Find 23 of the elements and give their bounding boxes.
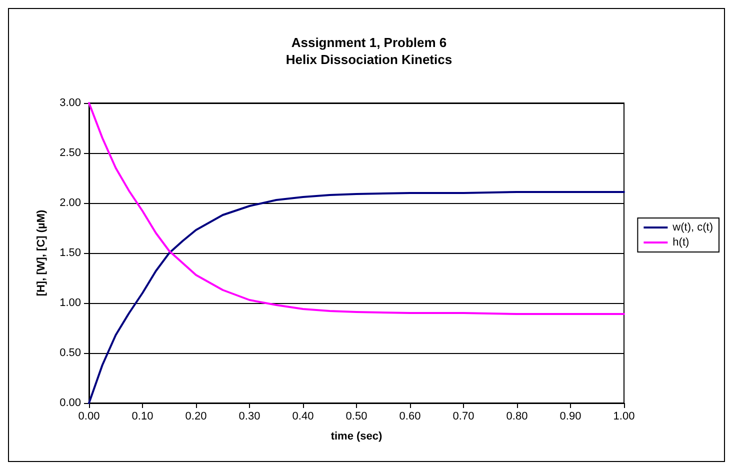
chart-title: Assignment 1, Problem 6 Helix Dissociation Kinetics: [286, 35, 452, 67]
y-tick-label: 0.00: [60, 397, 81, 409]
y-tick-label: 2.00: [60, 197, 81, 209]
legend-label: h(t): [672, 236, 690, 248]
x-tick-label: 0.80: [506, 410, 528, 422]
y-tick-label: 2.50: [60, 147, 81, 159]
y-tick-label: 3.00: [60, 97, 81, 109]
y-tick-label: 0.50: [60, 347, 81, 359]
x-tick-label: 0.60: [399, 410, 421, 422]
x-tick-label: 0.50: [346, 410, 368, 422]
y-tick-label: 1.00: [60, 297, 81, 309]
x-tick-label: 0.30: [238, 410, 260, 422]
y-axis-title: [H], [W], [C] (µM): [36, 209, 48, 296]
x-axis-title: time (sec): [330, 430, 383, 442]
legend-label: w(t), c(t): [672, 222, 714, 234]
x-tick-label: 0.40: [292, 410, 314, 422]
x-tick-label: 0.10: [132, 410, 154, 422]
x-tick-label: 1.00: [613, 410, 635, 422]
x-tick-label: 0.20: [185, 410, 207, 422]
y-tick-label: 1.50: [60, 247, 81, 259]
x-tick-label: 0.70: [452, 410, 474, 422]
x-tick-label: 0.90: [560, 410, 582, 422]
x-tick-label: 0.00: [78, 410, 100, 422]
